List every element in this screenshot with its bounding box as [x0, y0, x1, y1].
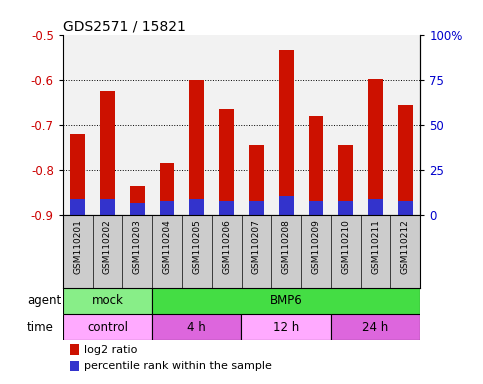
Bar — [159, 201, 174, 215]
Text: mock: mock — [92, 295, 123, 308]
Bar — [249, 201, 264, 215]
Text: 12 h: 12 h — [273, 321, 299, 334]
Text: GSM110208: GSM110208 — [282, 219, 291, 274]
Text: GSM110211: GSM110211 — [371, 219, 380, 274]
Text: GSM110204: GSM110204 — [163, 219, 171, 274]
Bar — [331, 314, 420, 340]
Bar — [152, 288, 420, 314]
Bar — [63, 314, 152, 340]
Bar — [338, 201, 353, 215]
Text: GSM110201: GSM110201 — [73, 219, 82, 274]
Text: GSM110206: GSM110206 — [222, 219, 231, 274]
Bar — [242, 314, 331, 340]
Text: GSM110210: GSM110210 — [341, 219, 350, 274]
Bar — [219, 109, 234, 215]
Text: 4 h: 4 h — [187, 321, 206, 334]
Text: GSM110209: GSM110209 — [312, 219, 320, 274]
Bar — [279, 50, 294, 215]
Bar — [189, 199, 204, 215]
Bar — [338, 146, 353, 215]
Bar — [309, 201, 324, 215]
Bar — [279, 195, 294, 215]
Text: GDS2571 / 15821: GDS2571 / 15821 — [63, 20, 185, 33]
Bar — [100, 91, 115, 215]
Text: time: time — [27, 321, 54, 334]
Bar — [309, 116, 324, 215]
Bar — [70, 361, 79, 371]
Text: GSM110205: GSM110205 — [192, 219, 201, 274]
Text: 24 h: 24 h — [362, 321, 389, 334]
Bar — [63, 288, 152, 314]
Bar — [70, 134, 85, 215]
Bar — [70, 344, 79, 354]
Bar — [398, 105, 413, 215]
Bar — [219, 201, 234, 215]
Bar — [249, 146, 264, 215]
Bar — [189, 80, 204, 215]
Text: GSM110207: GSM110207 — [252, 219, 261, 274]
Bar — [100, 199, 115, 215]
Text: GSM110212: GSM110212 — [401, 219, 410, 274]
Bar — [368, 199, 383, 215]
Text: agent: agent — [27, 295, 61, 308]
Bar — [368, 79, 383, 215]
Bar — [130, 186, 145, 215]
Text: log2 ratio: log2 ratio — [84, 344, 138, 354]
Bar — [152, 314, 242, 340]
Text: BMP6: BMP6 — [270, 295, 302, 308]
Bar — [159, 164, 174, 215]
Bar — [130, 203, 145, 215]
Bar — [398, 201, 413, 215]
Text: percentile rank within the sample: percentile rank within the sample — [84, 361, 272, 371]
Text: GSM110203: GSM110203 — [133, 219, 142, 274]
Text: GSM110202: GSM110202 — [103, 219, 112, 274]
Bar — [70, 199, 85, 215]
Text: control: control — [87, 321, 128, 334]
